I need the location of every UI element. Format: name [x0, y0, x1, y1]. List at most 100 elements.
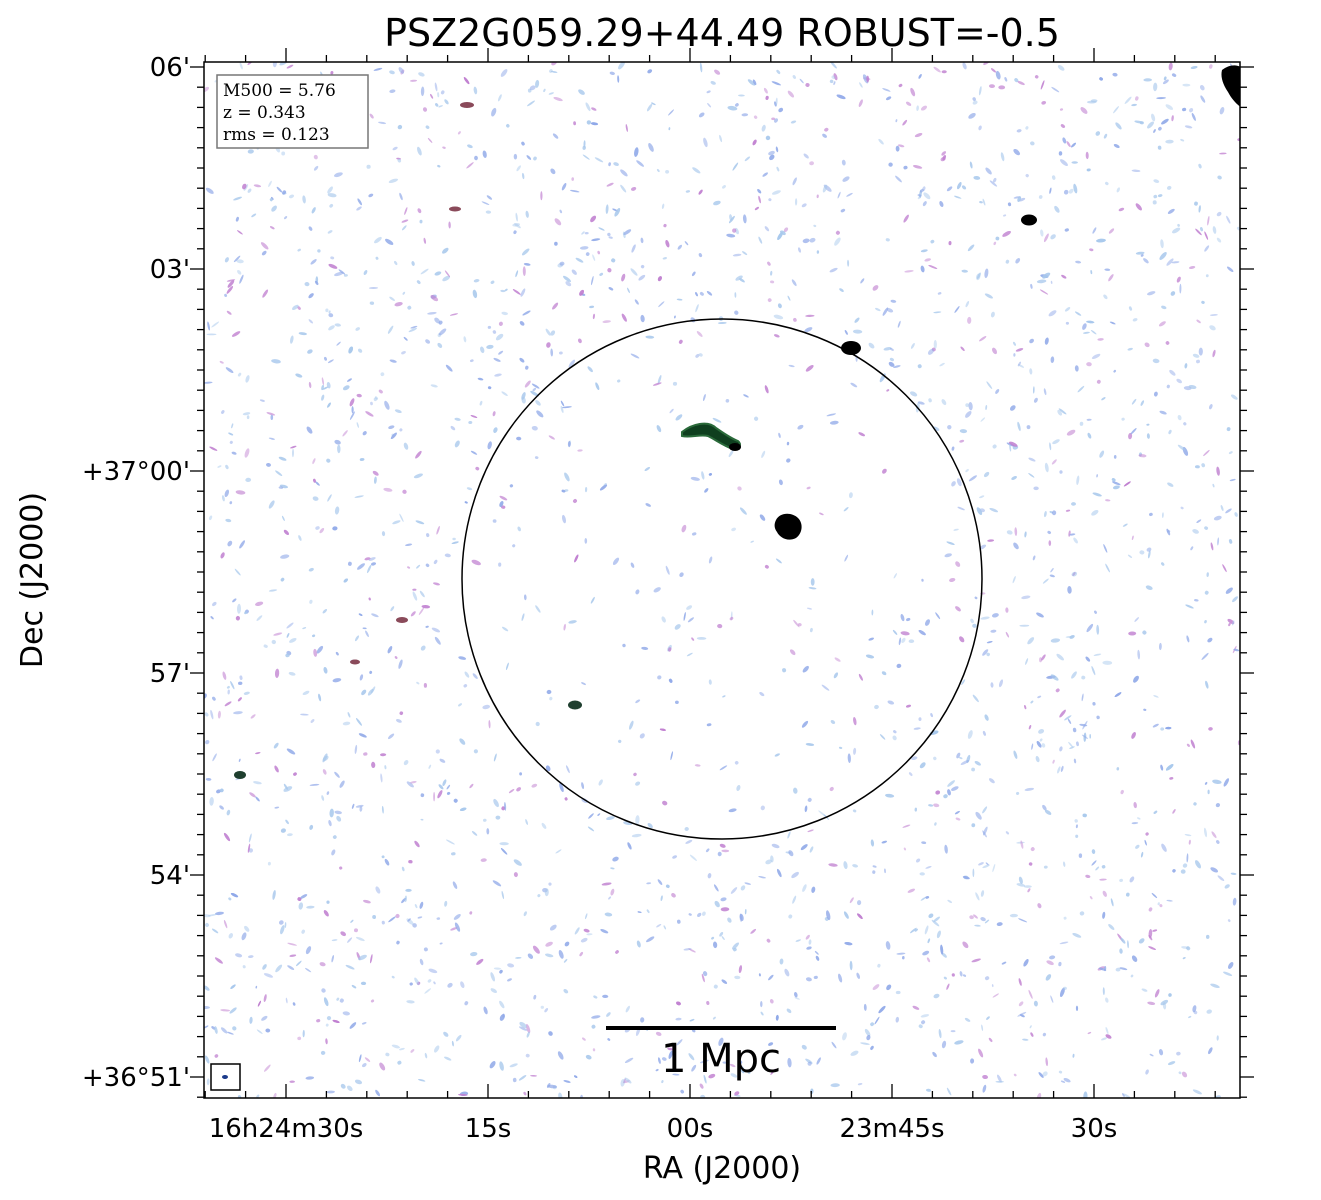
noise-speck	[786, 1008, 792, 1014]
noise-speck	[530, 1074, 538, 1077]
noise-speck	[902, 824, 911, 828]
noise-speck	[1071, 161, 1078, 164]
noise-speck	[770, 280, 775, 284]
noise-speck	[629, 720, 634, 730]
noise-speck	[410, 325, 418, 329]
noise-speck	[672, 855, 678, 859]
noise-speck	[1191, 112, 1196, 121]
noise-speck	[263, 973, 274, 978]
noise-speck	[205, 777, 212, 781]
noise-speck	[1018, 1001, 1024, 1007]
noise-speck	[437, 92, 440, 98]
noise-speck	[1086, 623, 1094, 633]
noise-speck	[1086, 100, 1097, 104]
noise-speck	[1180, 869, 1186, 874]
noise-speck	[1131, 169, 1141, 173]
noise-speck	[440, 90, 445, 95]
noise-speck	[387, 325, 394, 334]
noise-speck	[1089, 896, 1093, 900]
noise-speck	[267, 861, 271, 866]
noise-speck	[325, 308, 329, 313]
noise-speck	[668, 127, 671, 131]
noise-speck	[920, 265, 925, 273]
noise-speck	[268, 437, 276, 440]
noise-speck	[1102, 911, 1106, 919]
noise-speck	[231, 331, 241, 337]
noise-speck	[562, 406, 572, 409]
noise-speck	[940, 944, 944, 955]
noise-speck	[498, 350, 504, 355]
noise-speck	[355, 936, 365, 942]
noise-speck	[667, 1047, 674, 1051]
noise-speck	[634, 147, 639, 157]
noise-speck	[463, 684, 468, 688]
noise-speck	[712, 1016, 716, 1020]
noise-speck	[388, 178, 399, 184]
noise-speck	[760, 1011, 764, 1016]
noise-speck	[1041, 100, 1047, 105]
noise-speck	[606, 816, 615, 821]
noise-speck	[323, 910, 329, 917]
noise-speck	[1195, 228, 1202, 236]
noise-speck	[958, 756, 963, 760]
noise-speck	[1024, 704, 1027, 710]
noise-speck	[1230, 394, 1238, 400]
noise-speck	[951, 481, 956, 487]
noise-speck	[1017, 421, 1021, 432]
noise-speck	[775, 97, 778, 106]
noise-speck	[806, 486, 811, 490]
noise-speck	[329, 203, 334, 208]
noise-speck	[1033, 1000, 1038, 1007]
noise-speck	[1116, 767, 1120, 771]
noise-speck	[1115, 122, 1122, 130]
noise-speck	[1055, 688, 1060, 693]
faint-source-upper-left	[449, 206, 461, 212]
noise-speck	[1002, 230, 1011, 237]
noise-speck	[1168, 62, 1173, 71]
noise-speck	[765, 95, 769, 100]
noise-speck	[828, 863, 838, 867]
noise-speck	[721, 979, 728, 984]
noise-speck	[933, 993, 940, 999]
noise-speck	[426, 533, 430, 538]
noise-speck	[1050, 638, 1061, 643]
noise-speck	[1065, 321, 1069, 325]
noise-speck	[328, 325, 335, 331]
noise-speck	[420, 86, 425, 97]
noise-speck	[792, 895, 797, 904]
noise-speck	[1071, 671, 1077, 679]
noise-speck	[227, 1031, 234, 1035]
noise-speck	[1220, 504, 1224, 512]
noise-speck	[1046, 960, 1054, 966]
noise-speck	[860, 1042, 870, 1045]
noise-speck	[738, 965, 743, 974]
noise-speck	[903, 214, 909, 223]
noise-speck	[1102, 987, 1105, 996]
noise-speck	[328, 313, 334, 318]
noise-speck	[805, 977, 812, 982]
noise-speck	[259, 399, 265, 402]
info-legend: M500 = 5.76 z = 0.343 rms = 0.123	[216, 74, 369, 149]
noise-speck	[498, 562, 502, 567]
noise-speck	[707, 873, 712, 879]
noise-speck	[657, 675, 662, 680]
noise-speck	[991, 613, 999, 618]
noise-speck	[350, 919, 354, 923]
noise-speck	[989, 180, 998, 187]
noise-speck	[831, 1041, 837, 1049]
noise-speck	[577, 338, 582, 344]
noise-speck	[805, 364, 814, 372]
noise-speck	[590, 215, 597, 223]
noise-speck	[499, 1014, 505, 1021]
noise-speck	[585, 252, 590, 256]
noise-speck	[347, 937, 353, 943]
noise-speck	[229, 440, 233, 444]
noise-speck	[214, 1054, 219, 1058]
noise-speck	[289, 637, 297, 643]
noise-speck	[1044, 462, 1049, 473]
noise-speck	[1059, 709, 1066, 718]
noise-speck	[692, 167, 701, 174]
noise-speck	[688, 913, 692, 916]
noise-speck	[1028, 862, 1033, 866]
noise-speck	[354, 744, 358, 754]
